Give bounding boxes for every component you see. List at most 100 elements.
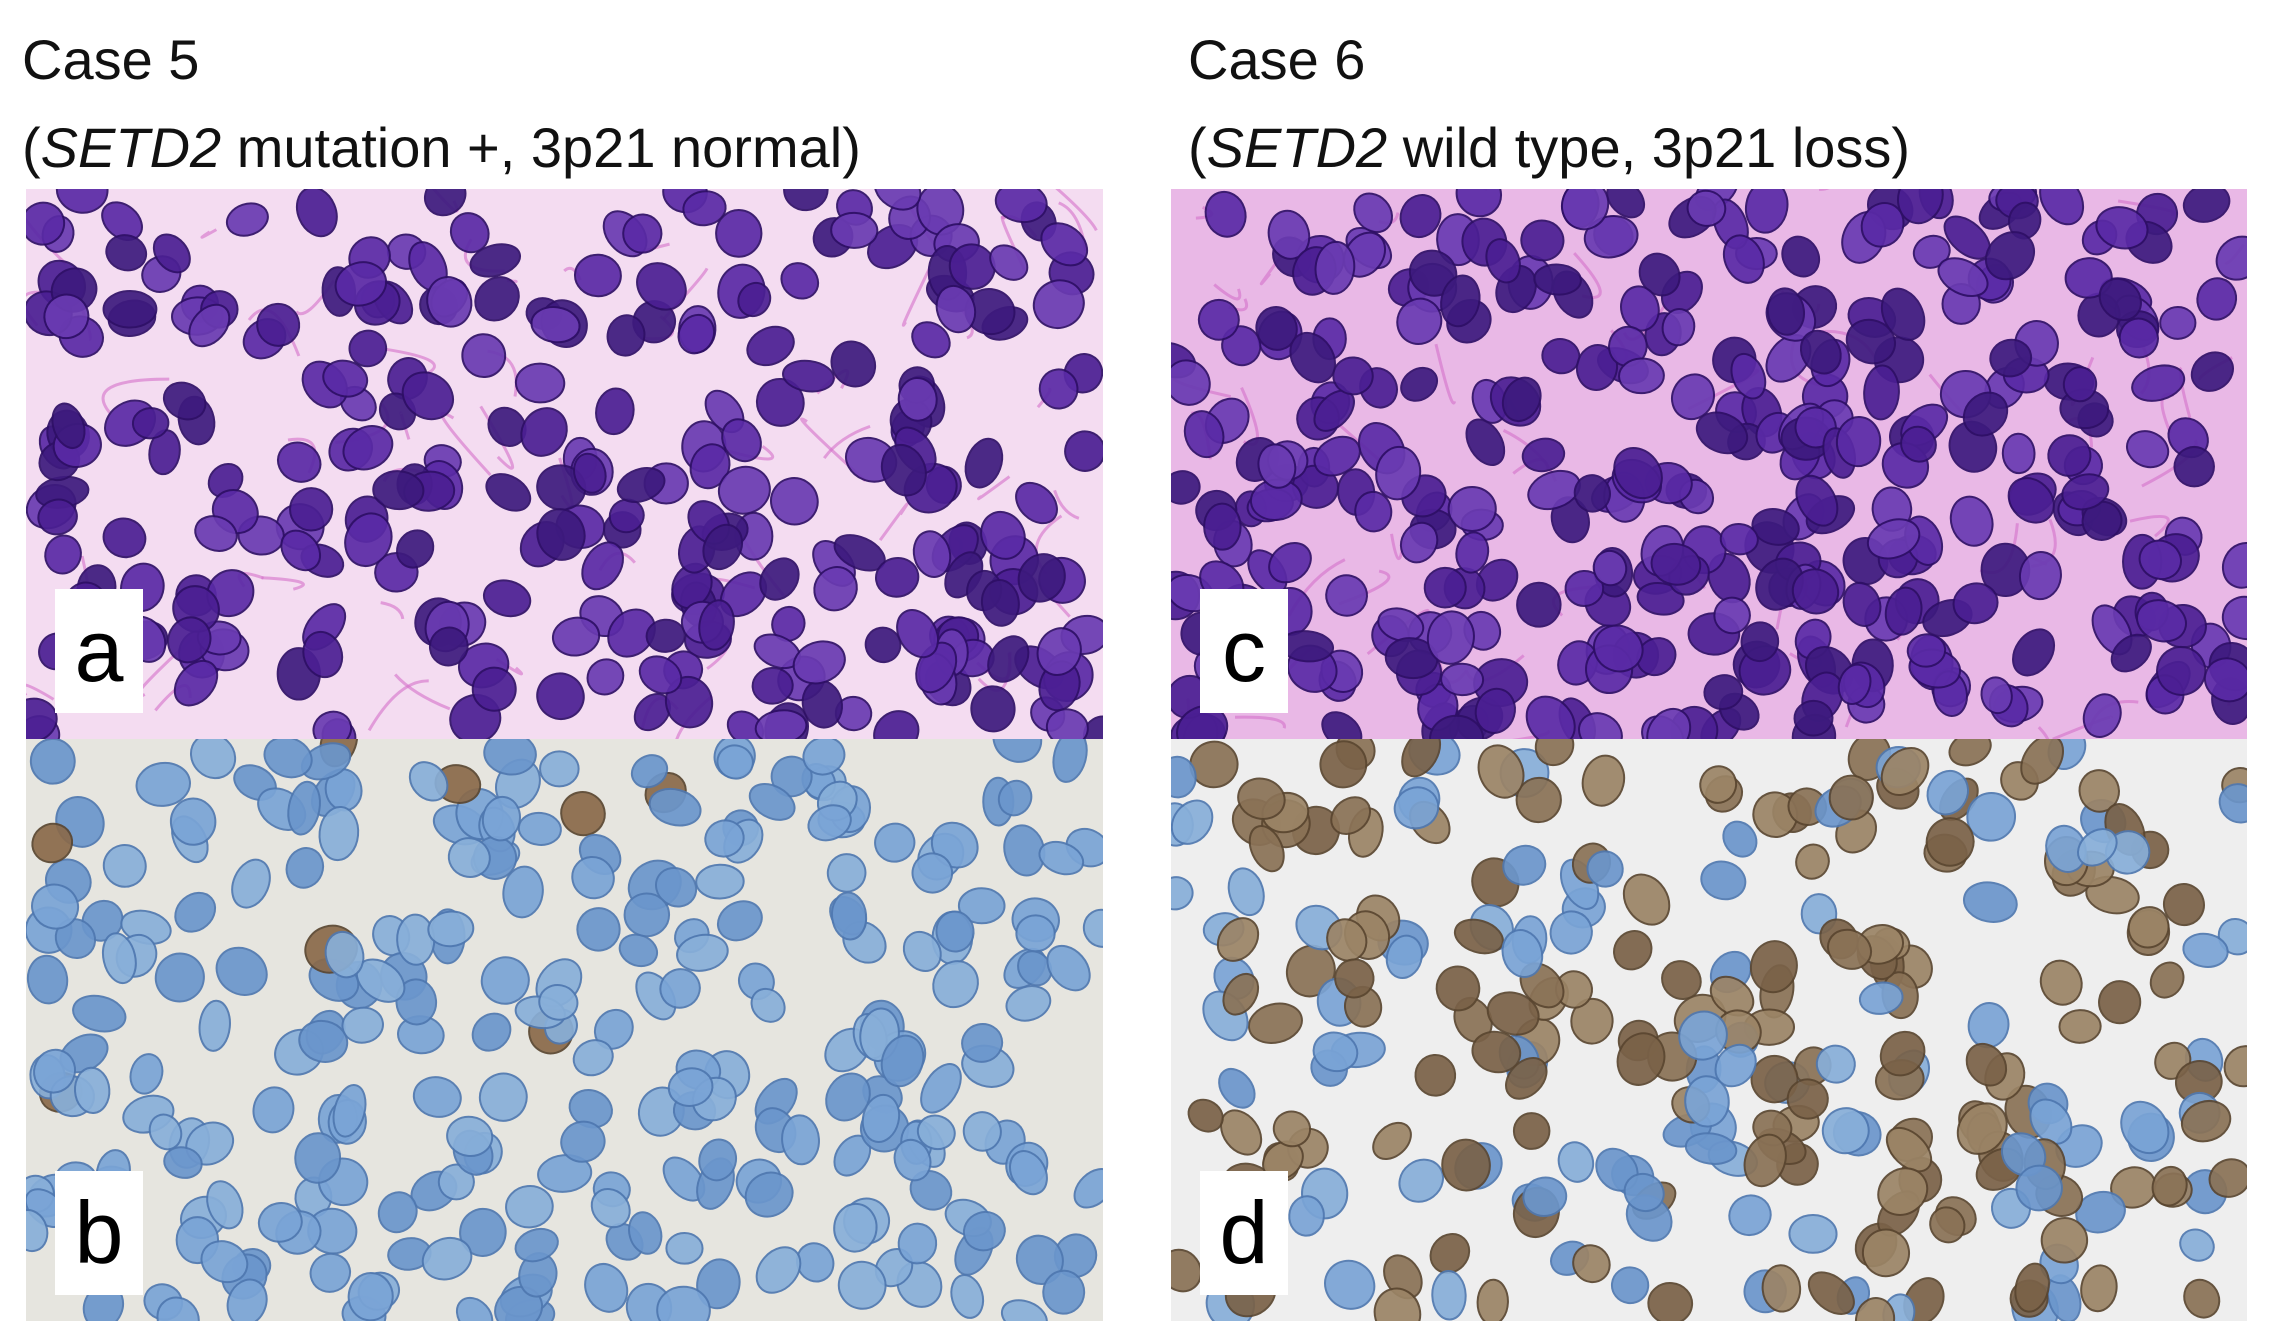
paren: ( <box>22 116 41 179</box>
nucleus <box>911 852 954 894</box>
nucleus <box>875 557 920 598</box>
nucleus <box>1877 1167 1929 1216</box>
nucleus <box>1897 189 1944 225</box>
nucleus <box>1501 376 1542 423</box>
nucleus <box>26 697 58 739</box>
nucleus <box>755 1246 802 1294</box>
nucleus <box>395 978 438 1026</box>
nucleus <box>1372 1121 1412 1160</box>
nucleus <box>1926 769 1969 816</box>
nucleus <box>1719 523 1759 556</box>
stroma <box>1213 283 1242 301</box>
nucleus <box>1751 508 1800 546</box>
nucleus <box>156 1296 200 1321</box>
nucleus <box>2162 883 2205 927</box>
nucleus <box>1700 860 1747 901</box>
nucleus <box>1828 774 1874 821</box>
nucleus <box>1835 416 1882 468</box>
nucleus <box>826 853 867 893</box>
nucleus <box>1015 914 1056 953</box>
micrograph <box>1171 189 2247 739</box>
nucleus <box>1052 739 1088 783</box>
nucleus <box>1699 765 1738 804</box>
nucleus <box>520 407 568 457</box>
nucleus <box>482 579 532 618</box>
nucleus <box>717 465 771 515</box>
nucleus <box>342 425 394 471</box>
nucleus <box>173 659 219 707</box>
nucleus <box>997 779 1033 817</box>
nucleus <box>1766 287 1806 336</box>
nucleus <box>1183 410 1225 459</box>
nucleus <box>539 750 580 788</box>
nucleus <box>1647 1282 1694 1321</box>
nucleus <box>44 534 82 575</box>
nucleus <box>1325 574 1368 617</box>
nucleus <box>1512 1112 1551 1150</box>
nucleus <box>295 189 338 238</box>
nucleus <box>864 626 902 664</box>
nucleus <box>1956 1102 2008 1155</box>
nucleus <box>1570 997 1614 1045</box>
case-subtitle: (SETD2 wild type, 3p21 loss) <box>1188 120 1910 176</box>
nucleus <box>873 710 920 739</box>
nucleus <box>2001 432 2036 475</box>
nucleus <box>1171 799 1214 845</box>
nucleus <box>514 362 566 404</box>
nucleus <box>572 1039 614 1077</box>
nucleus <box>169 797 217 846</box>
nucleus <box>560 791 606 837</box>
nucleus <box>698 1138 738 1182</box>
nucleus <box>754 709 808 739</box>
nucleus <box>483 739 537 776</box>
nucleus <box>1187 1098 1224 1133</box>
nucleus <box>1937 257 1989 298</box>
nucleus <box>318 805 360 862</box>
nucleus <box>1334 958 1375 999</box>
nucleus <box>2218 783 2247 824</box>
nucleus <box>696 1258 741 1310</box>
case-title: Case 6 <box>1188 28 1366 91</box>
nucleus <box>636 262 687 311</box>
nucleus <box>1000 1299 1048 1321</box>
stroma <box>1819 189 1830 191</box>
nucleus <box>1815 1044 1856 1084</box>
nucleus <box>372 470 425 511</box>
nucleus <box>505 1185 554 1229</box>
nucleus <box>1616 1032 1666 1086</box>
nucleus <box>716 744 754 780</box>
nucleus <box>1866 518 1921 560</box>
nucleus <box>770 477 819 526</box>
nucleus <box>2075 1190 2126 1234</box>
nucleus <box>1929 1206 1966 1244</box>
nucleus <box>1686 189 1727 227</box>
nucleus <box>880 1034 925 1088</box>
label-box <box>55 1171 143 1295</box>
nucleus <box>716 900 763 942</box>
nucleus <box>347 1272 394 1321</box>
stroma <box>380 601 405 620</box>
nucleus <box>989 244 1029 281</box>
nucleus <box>920 1063 962 1114</box>
nucleus <box>198 999 231 1052</box>
nucleus <box>1017 553 1066 603</box>
nucleus <box>1948 739 1992 767</box>
nucleus <box>1073 1168 1103 1209</box>
nucleus <box>551 616 601 657</box>
nucleus <box>1678 1010 1728 1061</box>
nucleus <box>1227 867 1265 917</box>
nucleus <box>1684 1132 1738 1165</box>
nucleus <box>427 910 475 948</box>
nucleus <box>667 1067 714 1107</box>
nucleus <box>1560 189 1610 231</box>
nucleus <box>1863 364 1900 421</box>
nucleus <box>1385 934 1423 980</box>
nucleus <box>1314 240 1356 295</box>
nucleus <box>1586 850 1624 888</box>
nucleus <box>423 189 467 217</box>
nucleus <box>1064 430 1103 472</box>
nucleus <box>412 1076 462 1118</box>
nucleus <box>630 754 669 789</box>
stroma <box>367 679 429 732</box>
nucleus <box>1581 754 1626 807</box>
